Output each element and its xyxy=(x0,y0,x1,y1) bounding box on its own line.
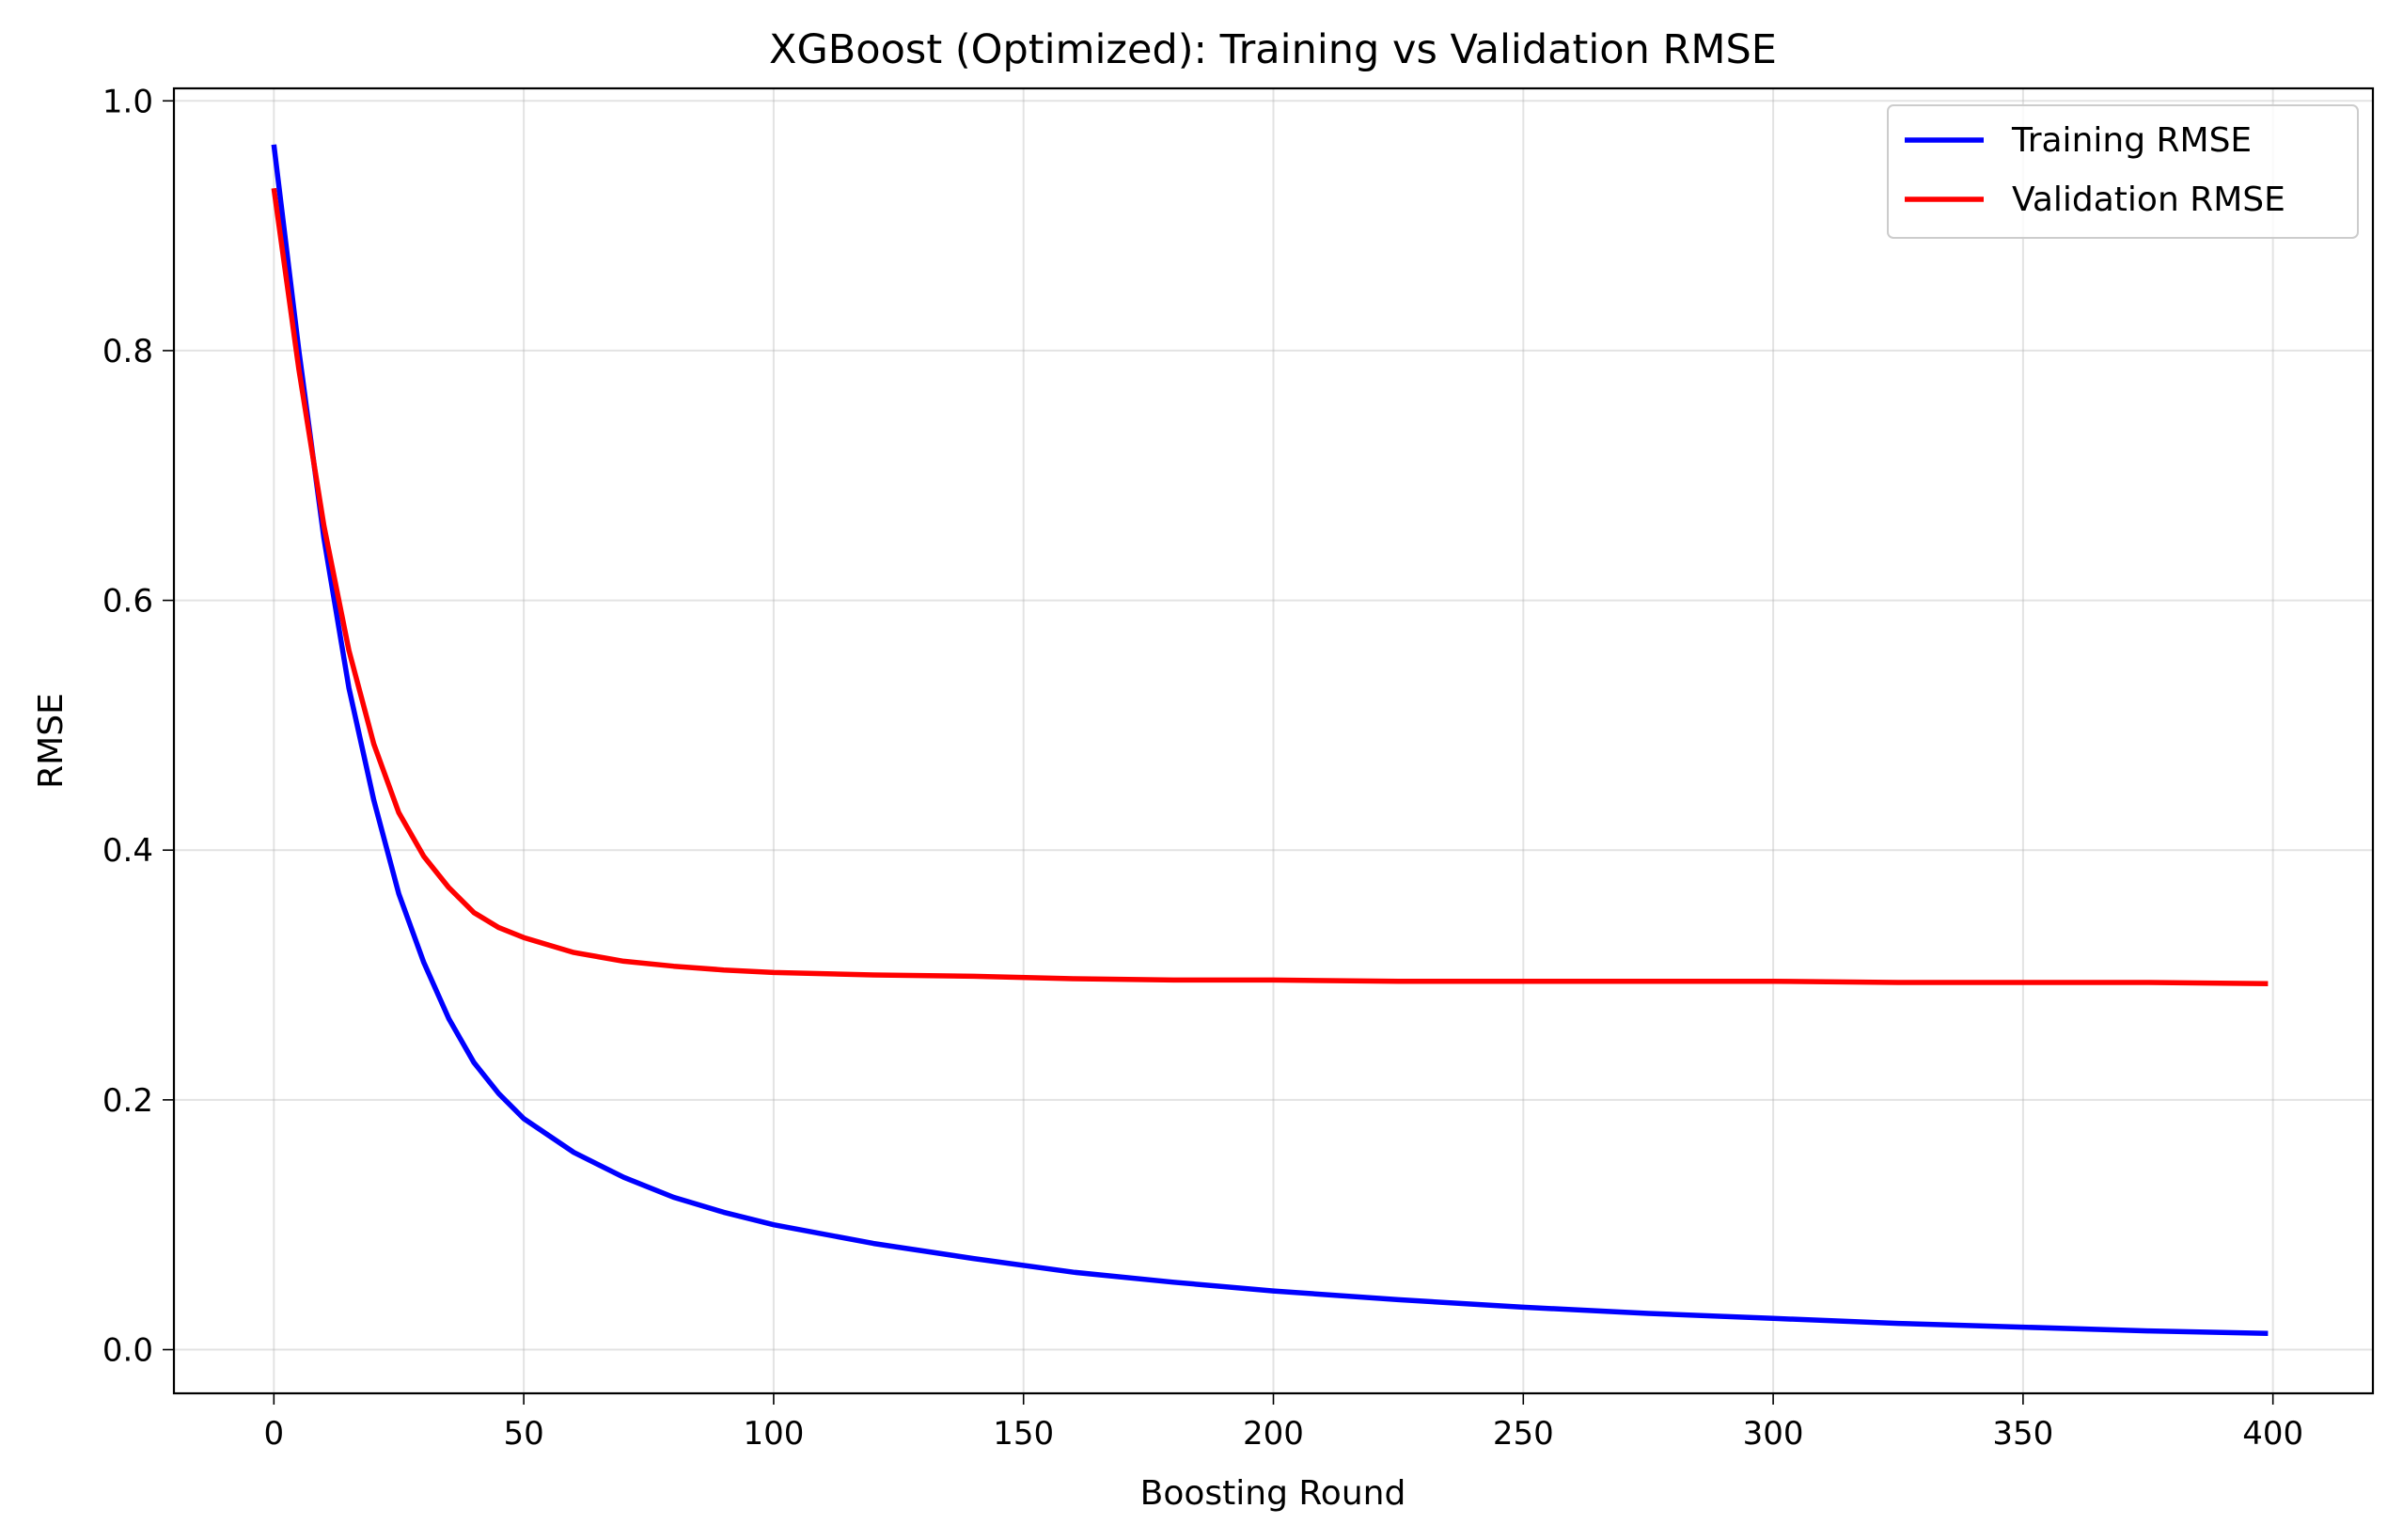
y-tick-label: 0.2 xyxy=(102,1082,153,1120)
x-tick-label: 300 xyxy=(1743,1415,1804,1453)
y-tick-label: 1.0 xyxy=(102,83,153,120)
x-tick-label: 250 xyxy=(1493,1415,1554,1453)
x-tick-label: 0 xyxy=(263,1415,284,1453)
y-tick-label: 0.0 xyxy=(102,1332,153,1370)
series-line-validation xyxy=(271,187,2269,987)
x-tick-label: 100 xyxy=(743,1415,804,1453)
y-axis-title: RMSE xyxy=(32,693,71,789)
tick-layer: 0 50 100 150 200 250 300 350 400 0.0 0.2 0.4 0.6 0.8 1… xyxy=(102,83,2303,1453)
legend-box xyxy=(1887,104,2359,239)
x-tick-label: 50 xyxy=(503,1415,543,1453)
x-axis-title: Boosting Round xyxy=(1140,1474,1406,1513)
y-tick-label: 0.8 xyxy=(102,333,153,370)
y-tick-label: 0.4 xyxy=(102,832,153,870)
x-tick-label: 200 xyxy=(1243,1415,1304,1453)
chart-title: XGBoost (Optimized): Training vs Validat… xyxy=(769,26,1777,73)
legend: Training RMSE Validation RMSE xyxy=(1887,104,2359,239)
legend-label-validation: Validation RMSE xyxy=(2012,181,2285,219)
x-tick-label: 400 xyxy=(2242,1415,2303,1453)
x-tick-label: 350 xyxy=(1992,1415,2053,1453)
grid-layer xyxy=(174,88,2373,1393)
series-layer xyxy=(271,144,2269,1336)
series-line-training xyxy=(271,144,2269,1336)
legend-label-training: Training RMSE xyxy=(2011,121,2252,160)
x-tick-label: 150 xyxy=(993,1415,1054,1453)
y-tick-label: 0.6 xyxy=(102,583,153,621)
